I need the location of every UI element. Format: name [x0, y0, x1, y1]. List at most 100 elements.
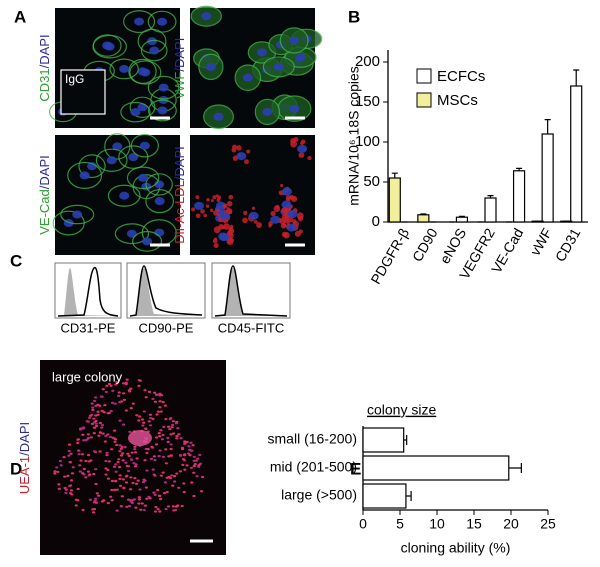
image-caption: large colony: [52, 369, 123, 384]
cell: [100, 424, 105, 427]
nucleus: [157, 17, 168, 26]
cell: [161, 433, 165, 437]
error-bar: [516, 167, 523, 171]
marker: VE-Cad: [37, 189, 52, 235]
bar: [362, 455, 510, 481]
cell: [153, 493, 157, 496]
cell: [135, 414, 139, 417]
cell: [153, 458, 157, 462]
cell: [147, 10, 177, 33]
cell: [177, 433, 181, 436]
cell: [120, 400, 124, 403]
cell: [159, 410, 163, 413]
cell: [116, 394, 121, 397]
error-bar: [487, 195, 494, 198]
stain-spot: [290, 137, 296, 144]
cell: [78, 428, 83, 431]
nucleus: [79, 171, 90, 180]
x-tick-label: 0: [359, 516, 367, 532]
cell: [159, 394, 164, 397]
nucleus: [112, 142, 123, 151]
cell: [92, 431, 96, 435]
cell: [105, 384, 109, 387]
cell: [87, 460, 91, 463]
cell: [120, 445, 124, 449]
cell: [129, 387, 133, 390]
cell: [119, 484, 123, 487]
cell: [81, 508, 85, 512]
control-histogram: [58, 268, 118, 316]
cell: [106, 433, 110, 436]
cell: [127, 454, 131, 457]
cell: [178, 470, 182, 473]
stain-spot: [216, 208, 220, 213]
marker: CD31: [37, 68, 52, 101]
bar: [362, 427, 405, 453]
cell: [160, 438, 165, 441]
cell: [66, 474, 70, 477]
cell: [95, 148, 128, 172]
cell: [169, 454, 173, 457]
cell: [101, 432, 105, 435]
stain-spot: [200, 209, 205, 214]
cell: [187, 448, 192, 451]
nucleus: [134, 17, 145, 26]
error-bar: [458, 215, 465, 218]
cell: [175, 420, 179, 424]
cell: [88, 473, 92, 476]
cell: [157, 432, 161, 435]
legend-label: ECFCs: [437, 68, 485, 85]
cell: [53, 472, 57, 475]
nucleus: [102, 41, 113, 50]
cell: [187, 445, 191, 448]
cell: [113, 488, 117, 492]
cell: [79, 459, 83, 462]
cell: [134, 506, 138, 509]
cell: [134, 463, 138, 466]
stain-spot: [243, 159, 249, 165]
panel-label: D: [10, 459, 22, 478]
cell: [63, 486, 67, 490]
bar: [388, 177, 401, 223]
cell: [156, 488, 160, 492]
cell: [86, 433, 90, 436]
stain-spot: [243, 210, 248, 216]
nucleus: [242, 73, 253, 82]
nucleus: [248, 211, 259, 220]
cell: [198, 453, 202, 457]
cell: [147, 420, 151, 423]
x-tick-label: 15: [466, 516, 482, 532]
cell: [159, 429, 163, 432]
cell: [69, 479, 74, 482]
cell: [70, 493, 74, 496]
histogram-label: CD45-FITC: [218, 320, 284, 335]
cell: [121, 459, 125, 462]
cell: [145, 469, 149, 472]
cell: [55, 466, 59, 469]
legend-label: MSCs: [437, 92, 478, 109]
stain-spot: [216, 198, 221, 203]
nucleus: [201, 12, 212, 21]
cell: [147, 75, 180, 100]
stain-histogram: [129, 265, 203, 317]
cell: [76, 438, 80, 441]
cell: [109, 409, 113, 413]
cell: [113, 438, 118, 441]
cell: [95, 424, 99, 428]
cell: [132, 462, 136, 465]
histogram-label: CD31-PE: [61, 320, 116, 335]
cell: [133, 477, 137, 480]
cell: [158, 400, 162, 403]
cell: [124, 461, 128, 464]
stain-spot: [228, 228, 235, 234]
stain-spot: [300, 141, 304, 146]
cell: [168, 418, 172, 421]
nucleus: [289, 104, 300, 113]
panel-label: B: [348, 7, 360, 26]
cell: [144, 427, 148, 430]
stain-spot: [298, 152, 305, 158]
cell: [91, 511, 96, 514]
stain-label: UEA-1/DAPI: [17, 422, 32, 494]
cell: [154, 505, 158, 509]
cell: [163, 404, 167, 407]
